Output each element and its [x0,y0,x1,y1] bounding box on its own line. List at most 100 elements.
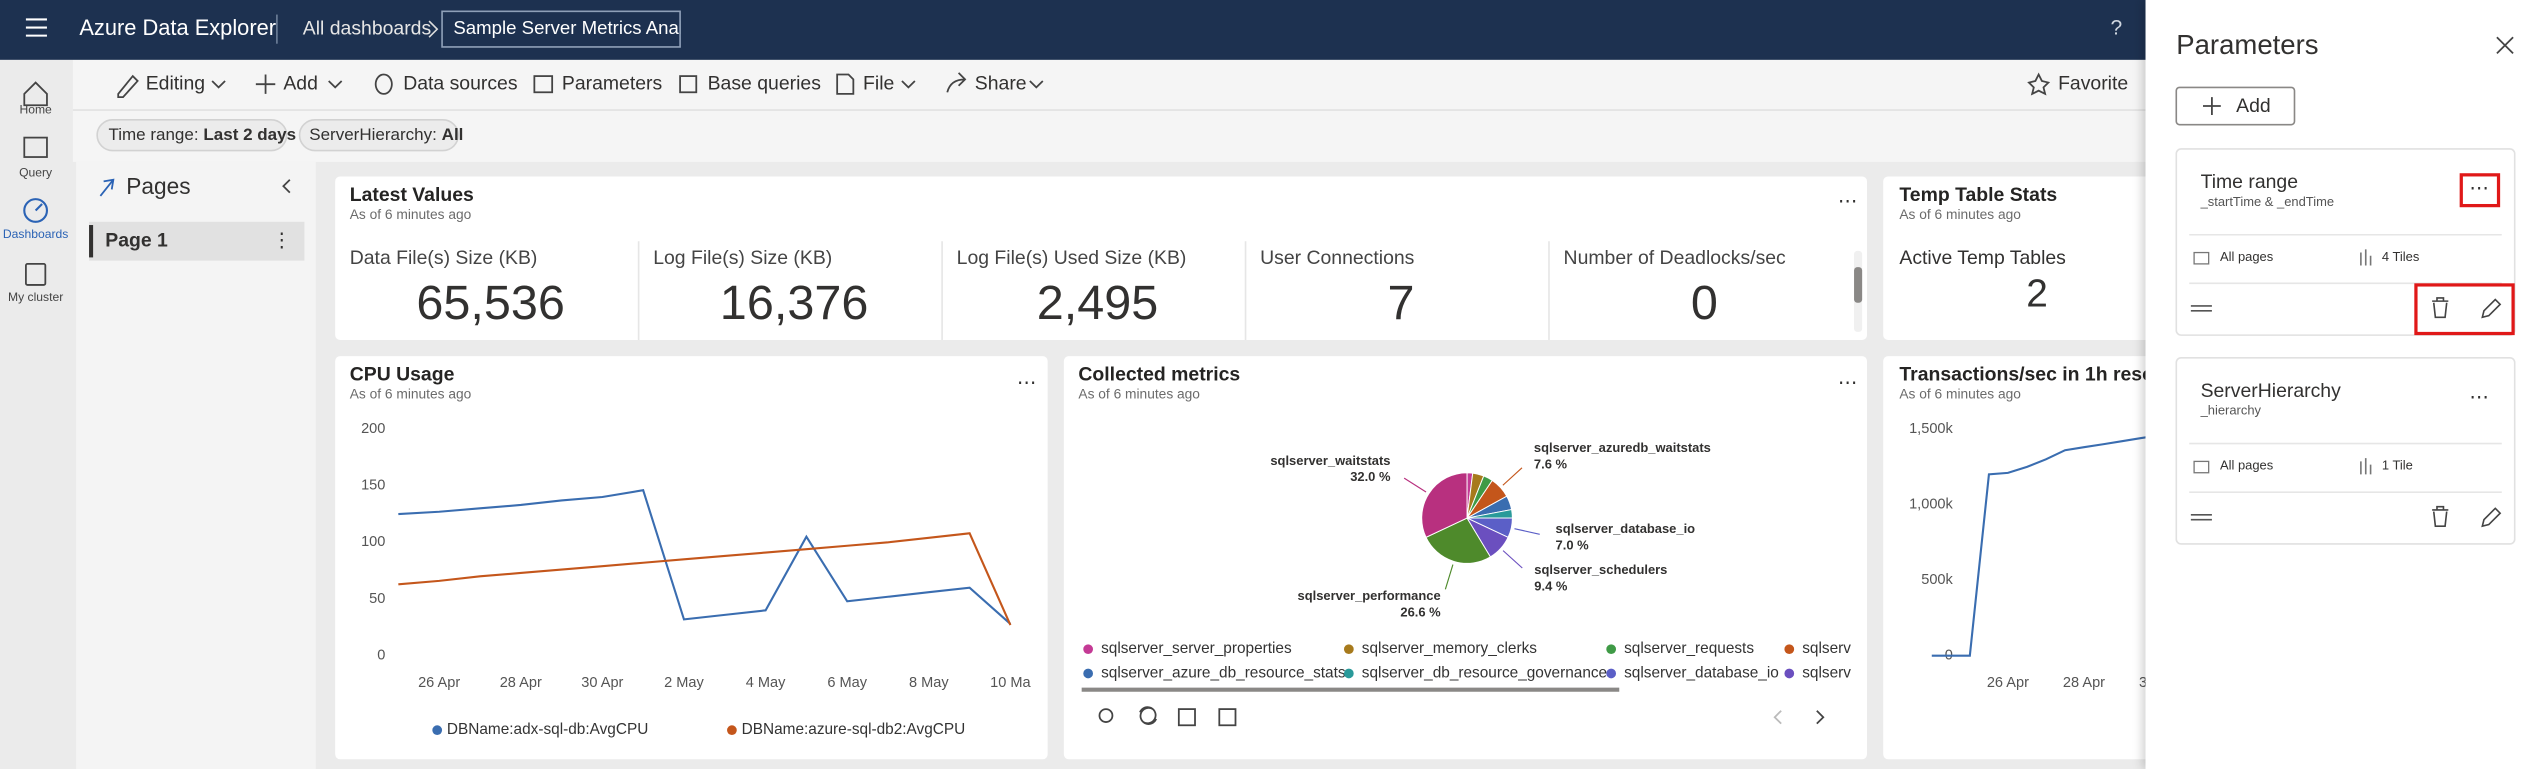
dashboard-name-box[interactable] [441,10,681,48]
scrollbar-thumb[interactable] [1854,267,1863,303]
tile-title: Transactions/sec in 1h resolution [1899,364,2206,386]
legend-label[interactable]: DBName:adx-sql-db:AvgCPU [447,721,648,738]
parameter-variables: _startTime & _endTime [2200,194,2335,209]
x-tick-label: 2 May [664,675,704,691]
filter-text: ServerHierarchy: All [309,125,463,144]
legend-label[interactable]: sqlserver_requests [1624,640,1754,657]
legend-label[interactable]: DBName:azure-sql-db2:AvgCPU [742,721,966,738]
pages-title: Pages [126,173,190,199]
filter-pill[interactable] [96,118,288,152]
download-button[interactable] [1218,708,1237,727]
toolbar-button[interactable]: Base queries [708,72,821,94]
dashboard-name[interactable]: Sample Server Metrics Anal [453,17,683,38]
parameter-name: ServerHierarchy [2201,380,2342,402]
x-tick-label: 26 Apr [418,675,460,691]
add-label[interactable]: Add [2236,95,2271,117]
collapse-button[interactable] [282,179,291,194]
breadcrumb[interactable]: All dashboards [303,17,431,39]
query-icon[interactable] [23,136,48,158]
export-button[interactable] [1177,708,1196,727]
page-item[interactable] [89,221,305,261]
legend-label[interactable]: sqlserver_db_resource_governance [1362,665,1607,682]
previous-button[interactable] [1773,710,1782,725]
toolbar-button[interactable]: Share [975,72,1027,94]
filter-pill[interactable] [298,118,460,152]
nav-item[interactable]: Home [19,102,52,116]
help-button[interactable]: ? [2111,17,2123,40]
tile-subtitle: As of 6 minutes ago [350,387,472,402]
toolbar: Editing Add Data sources Parameters Base… [117,72,2128,99]
toolbar-button[interactable]: Editing [146,72,205,94]
legend-label[interactable]: sqlserver_azuredb_waitstats [1802,640,1997,657]
parameters-icon [533,75,554,94]
metric-label: Log File(s) Used Size (KB) [957,247,1187,269]
parameter-name: Time range [2201,171,2298,193]
dashboards-icon[interactable] [23,198,49,223]
y-tick-label: 150 [361,478,385,494]
close-button[interactable] [2496,36,2514,55]
cluster-icon[interactable] [25,262,47,286]
parameter-card[interactable] [2175,356,2516,545]
legend-label[interactable]: sqlserver_server_properties [1101,640,1292,657]
parameter-card[interactable] [2175,148,2516,336]
scope-icon [2193,460,2210,474]
parameter-scope: All pages [2220,458,2273,473]
page-name[interactable]: Page 1 [105,229,168,251]
menu-button[interactable] [25,18,47,37]
legend-label[interactable]: sqlserver_schedulers [1802,665,1948,682]
page-item-indicator [89,225,94,258]
x-tick-label: 28 Apr [2063,675,2105,691]
delete-button[interactable] [2432,297,2449,319]
tile-menu[interactable]: ⋯ [1838,190,1857,212]
more-button[interactable]: ⋯ [2469,386,2488,408]
nav-item[interactable]: Query [19,165,53,179]
tile [335,176,1868,340]
y-tick-label: 200 [361,421,385,437]
legend-swatch [727,725,737,736]
series-line [398,489,1012,625]
parameter-scope: All pages [2220,249,2273,264]
legend-label[interactable]: sqlserver_database_io [1624,665,1779,682]
tile-menu[interactable]: ⋯ [1017,372,1036,394]
edit-button[interactable] [2481,507,2502,528]
tile-menu[interactable]: ⋯ [1838,372,1857,394]
toolbar-button[interactable]: Favorite [2058,72,2128,94]
nav-item[interactable]: My cluster [8,290,63,304]
add-button[interactable] [2175,86,2296,126]
x-tick-label: 28 Apr [500,675,542,691]
tile-title: CPU Usage [350,364,455,386]
page-more[interactable]: ⋮ [272,229,291,251]
next-button[interactable] [1816,710,1825,725]
y-tick-label: 500k [1921,572,1953,588]
leader-line [1502,550,1523,569]
x-tick-label: 8 May [909,675,949,691]
filter-label: ServerHierarchy: [309,125,437,144]
app-name[interactable]: Azure Data Explorer [79,15,276,40]
add-icon [2203,97,2221,115]
favorite-icon [2027,72,2051,96]
legend-label[interactable]: sqlserver_memory_clerks [1362,640,1537,657]
toolbar-button[interactable]: Add [283,72,318,94]
x-tick-label: 30 Apr [581,675,623,691]
leader-line [1403,477,1427,493]
data-label-value: 9.4 % [1534,578,1568,593]
drag-handle[interactable] [2190,305,2212,312]
home-icon[interactable] [23,81,48,107]
delete-button[interactable] [2432,505,2449,527]
toolbar-button[interactable]: Parameters [562,72,662,94]
more-button[interactable]: ⋯ [2469,178,2488,200]
zoom-button[interactable] [1098,708,1114,723]
reset-button[interactable] [1139,706,1157,725]
nav-item[interactable]: Dashboards [3,227,68,241]
legend-label[interactable]: sqlserver_azure_db_resource_stats [1101,665,1346,682]
filter-value: Last 2 days [203,125,296,144]
parameter-tiles: 4 Tiles [2382,249,2419,264]
edit-button[interactable] [2481,298,2502,319]
metric-label: Number of Deadlocks/sec [1564,247,1787,269]
file-icon [836,73,855,95]
toolbar-button[interactable]: File [863,72,894,94]
drag-handle[interactable] [2190,514,2212,521]
toolbar-button[interactable]: Data sources [403,72,517,94]
series-line [398,532,1012,626]
panel-title: Parameters [2176,29,2318,60]
